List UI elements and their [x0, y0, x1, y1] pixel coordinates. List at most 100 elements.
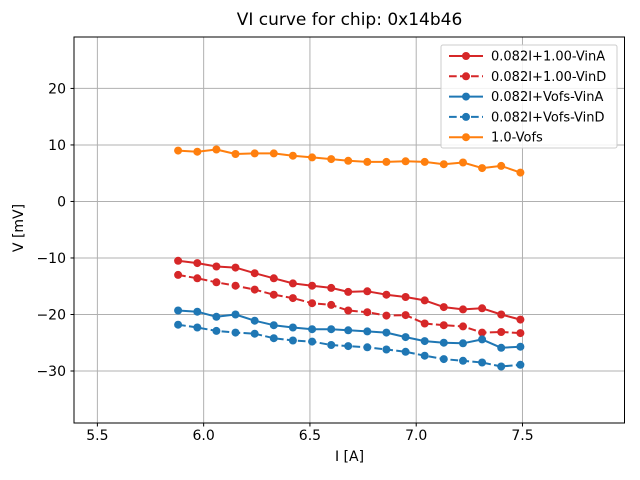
x-axis-label: I [A]: [334, 449, 365, 465]
data-point-marker: [344, 156, 353, 165]
data-point-marker: [420, 351, 429, 360]
data-point-marker: [363, 343, 372, 352]
series-0.082I+Vofs-VinD: [174, 320, 525, 371]
data-point-marker: [212, 262, 221, 271]
data-point-marker: [420, 337, 429, 346]
legend-sample-marker: [462, 72, 470, 81]
series-0.082I+1.00-VinD: [174, 270, 525, 338]
data-point-marker: [516, 329, 525, 338]
data-point-marker: [401, 293, 410, 301]
data-point-marker: [174, 146, 183, 155]
data-point-marker: [382, 290, 391, 299]
data-point-marker: [231, 328, 240, 337]
data-point-marker: [231, 150, 240, 158]
data-point-marker: [478, 328, 487, 337]
data-point-marker: [174, 306, 183, 315]
data-point-marker: [439, 160, 448, 169]
data-point-marker: [478, 304, 487, 313]
data-point-marker: [250, 329, 259, 338]
data-point-marker: [439, 303, 448, 312]
data-point-marker: [308, 299, 317, 308]
data-point-marker: [269, 290, 278, 299]
data-point-marker: [174, 320, 183, 329]
data-point-marker: [231, 263, 240, 272]
data-point-marker: [212, 312, 221, 321]
data-point-marker: [497, 161, 506, 170]
chart-title: VI curve for chip: 0x14b46: [236, 10, 463, 30]
data-point-marker: [269, 149, 278, 158]
data-point-marker: [516, 315, 525, 324]
legend-entry: 1.0-Vofs: [449, 131, 543, 146]
data-point-marker: [212, 278, 221, 287]
data-point-marker: [420, 319, 429, 328]
series-1.0-Vofs: [174, 145, 525, 177]
data-point-marker: [363, 308, 372, 317]
data-point-marker: [308, 325, 317, 334]
y-tick-label: 20: [48, 81, 66, 97]
data-point-marker: [497, 310, 506, 319]
data-point-marker: [250, 285, 259, 294]
data-point-marker: [344, 342, 353, 351]
data-point-marker: [327, 325, 336, 334]
legend-sample-marker: [462, 112, 470, 121]
data-point-marker: [459, 305, 467, 314]
data-point-marker: [308, 281, 317, 290]
data-point-marker: [288, 323, 297, 332]
data-point-marker: [459, 356, 467, 365]
data-point-marker: [497, 343, 506, 352]
data-point-marker: [288, 294, 297, 303]
data-point-marker: [193, 307, 202, 316]
legend-entry: 0.082I+1.00-VinD: [449, 70, 606, 85]
data-point-marker: [497, 328, 506, 336]
data-point-marker: [288, 151, 297, 160]
data-point-marker: [193, 323, 202, 332]
legend-sample-marker: [462, 92, 470, 101]
data-point-marker: [439, 321, 448, 330]
legend-label: 0.082I+1.00-VinA: [491, 50, 605, 65]
data-point-marker: [344, 287, 353, 296]
series-0.082I+1.00-VinA: [174, 256, 525, 324]
x-tick-label: 6.5: [299, 428, 321, 444]
data-point-marker: [459, 339, 467, 348]
data-point-marker: [308, 153, 317, 162]
y-tick-label: 0: [57, 194, 66, 210]
data-point-marker: [516, 168, 525, 177]
legend-label: 0.082I+1.00-VinD: [491, 70, 606, 85]
data-point-marker: [250, 316, 259, 325]
data-point-marker: [497, 362, 506, 371]
data-point-marker: [212, 326, 221, 335]
y-tick-label: 10: [48, 138, 66, 154]
data-point-marker: [401, 333, 410, 342]
x-tick-label: 7.0: [405, 428, 427, 444]
data-point-marker: [269, 274, 278, 283]
data-point-marker: [439, 338, 448, 347]
data-point-marker: [327, 283, 336, 292]
data-point-marker: [288, 279, 297, 288]
legend-entry: 0.082I+1.00-VinA: [449, 50, 605, 65]
data-point-marker: [327, 300, 336, 309]
data-point-marker: [344, 326, 353, 335]
data-point-marker: [516, 342, 525, 351]
y-axis-label: V [mV]: [11, 203, 27, 253]
data-point-marker: [231, 310, 240, 319]
data-point-marker: [478, 335, 487, 344]
legend-frame: [440, 44, 618, 149]
data-point-marker: [288, 336, 297, 345]
data-point-marker: [420, 157, 429, 166]
data-point-marker: [193, 274, 202, 283]
data-point-marker: [250, 149, 259, 158]
data-point-marker: [382, 345, 391, 354]
data-point-marker: [327, 341, 336, 349]
data-point-marker: [363, 287, 372, 296]
data-point-marker: [327, 155, 336, 164]
legend-entry: 0.082I+Vofs-VinA: [449, 90, 604, 105]
data-point-marker: [382, 328, 391, 337]
data-point-marker: [363, 327, 372, 336]
y-tick-label: −10: [36, 251, 66, 267]
data-point-marker: [308, 337, 317, 346]
legend-label: 0.082I+Vofs-VinD: [491, 110, 605, 125]
y-tick-label: −30: [36, 364, 66, 380]
data-point-marker: [478, 164, 487, 173]
